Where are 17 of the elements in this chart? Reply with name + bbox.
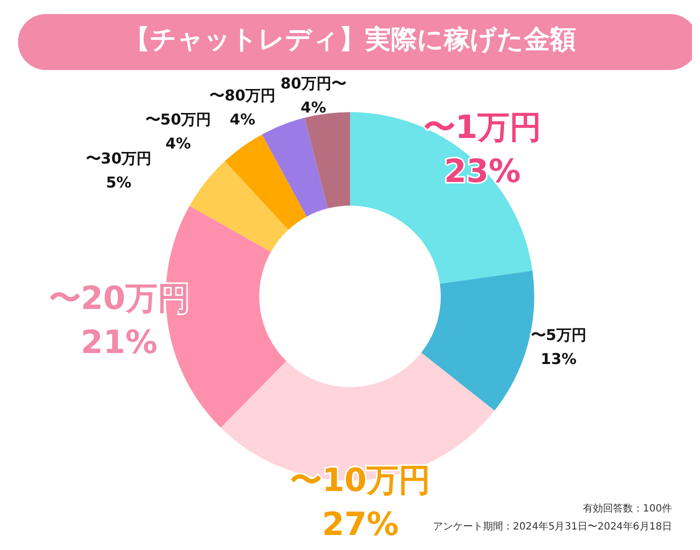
slice-label: 80万円〜: [280, 74, 346, 92]
data-label: 21%: [80, 322, 158, 361]
slice-label: 〜50万円: [145, 110, 212, 129]
data-label: 4%: [230, 110, 256, 129]
data-label: 13%: [540, 350, 577, 368]
data-label: 27%: [322, 505, 399, 543]
data-label: 5%: [106, 174, 132, 192]
data-label: 4%: [165, 134, 191, 153]
slice-label: 〜30万円: [86, 150, 152, 168]
text: 有効回答数：100件: [582, 502, 672, 514]
data-label: 4%: [300, 98, 326, 116]
slice-label: 〜1万円: [423, 108, 542, 146]
slice-label: 〜5万円: [530, 326, 586, 344]
slice-label: 〜80万円: [210, 86, 276, 105]
slice-label: 〜10万円: [290, 461, 431, 499]
chart-title: 【チャットレディ】実際に稼げた金額: [124, 25, 576, 55]
text: アンケート期間：2024年5月31日〜2024年6月18日: [432, 520, 672, 532]
